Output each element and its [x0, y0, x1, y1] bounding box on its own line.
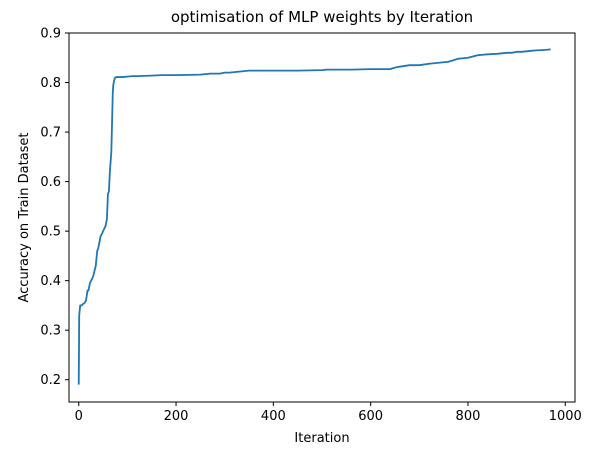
y-tick-label: 0.8	[40, 76, 61, 91]
chart-title: optimisation of MLP weights by Iteration	[171, 8, 473, 26]
y-tick-label: 0.3	[40, 324, 61, 339]
accuracy-series-line	[77, 48, 551, 385]
x-tick-label: 800	[456, 409, 481, 424]
x-tick-label: 200	[164, 409, 189, 424]
y-tick-label: 0.2	[40, 373, 61, 388]
y-tick-label: 0.4	[40, 274, 61, 289]
y-axis-label: Accuracy on Train Dataset	[17, 132, 32, 302]
x-axis-label: Iteration	[294, 431, 349, 446]
y-tick-label: 0.7	[40, 126, 61, 141]
plot-series	[77, 48, 551, 385]
y-axis-ticks: 0.2 0.3 0.4 0.5 0.6 0.7 0.8 0.9	[40, 27, 69, 388]
plot-frame	[68, 32, 576, 403]
x-tick-label: 400	[261, 409, 286, 424]
y-tick-label: 0.5	[40, 225, 61, 240]
x-tick-label: 600	[358, 409, 383, 424]
x-axis-ticks: 0 200 400 600 800 1000	[75, 402, 582, 424]
x-tick-label: 1000	[549, 409, 582, 424]
x-tick-label: 0	[75, 409, 83, 424]
y-tick-label: 0.6	[40, 175, 61, 190]
y-tick-label: 0.9	[40, 27, 61, 42]
